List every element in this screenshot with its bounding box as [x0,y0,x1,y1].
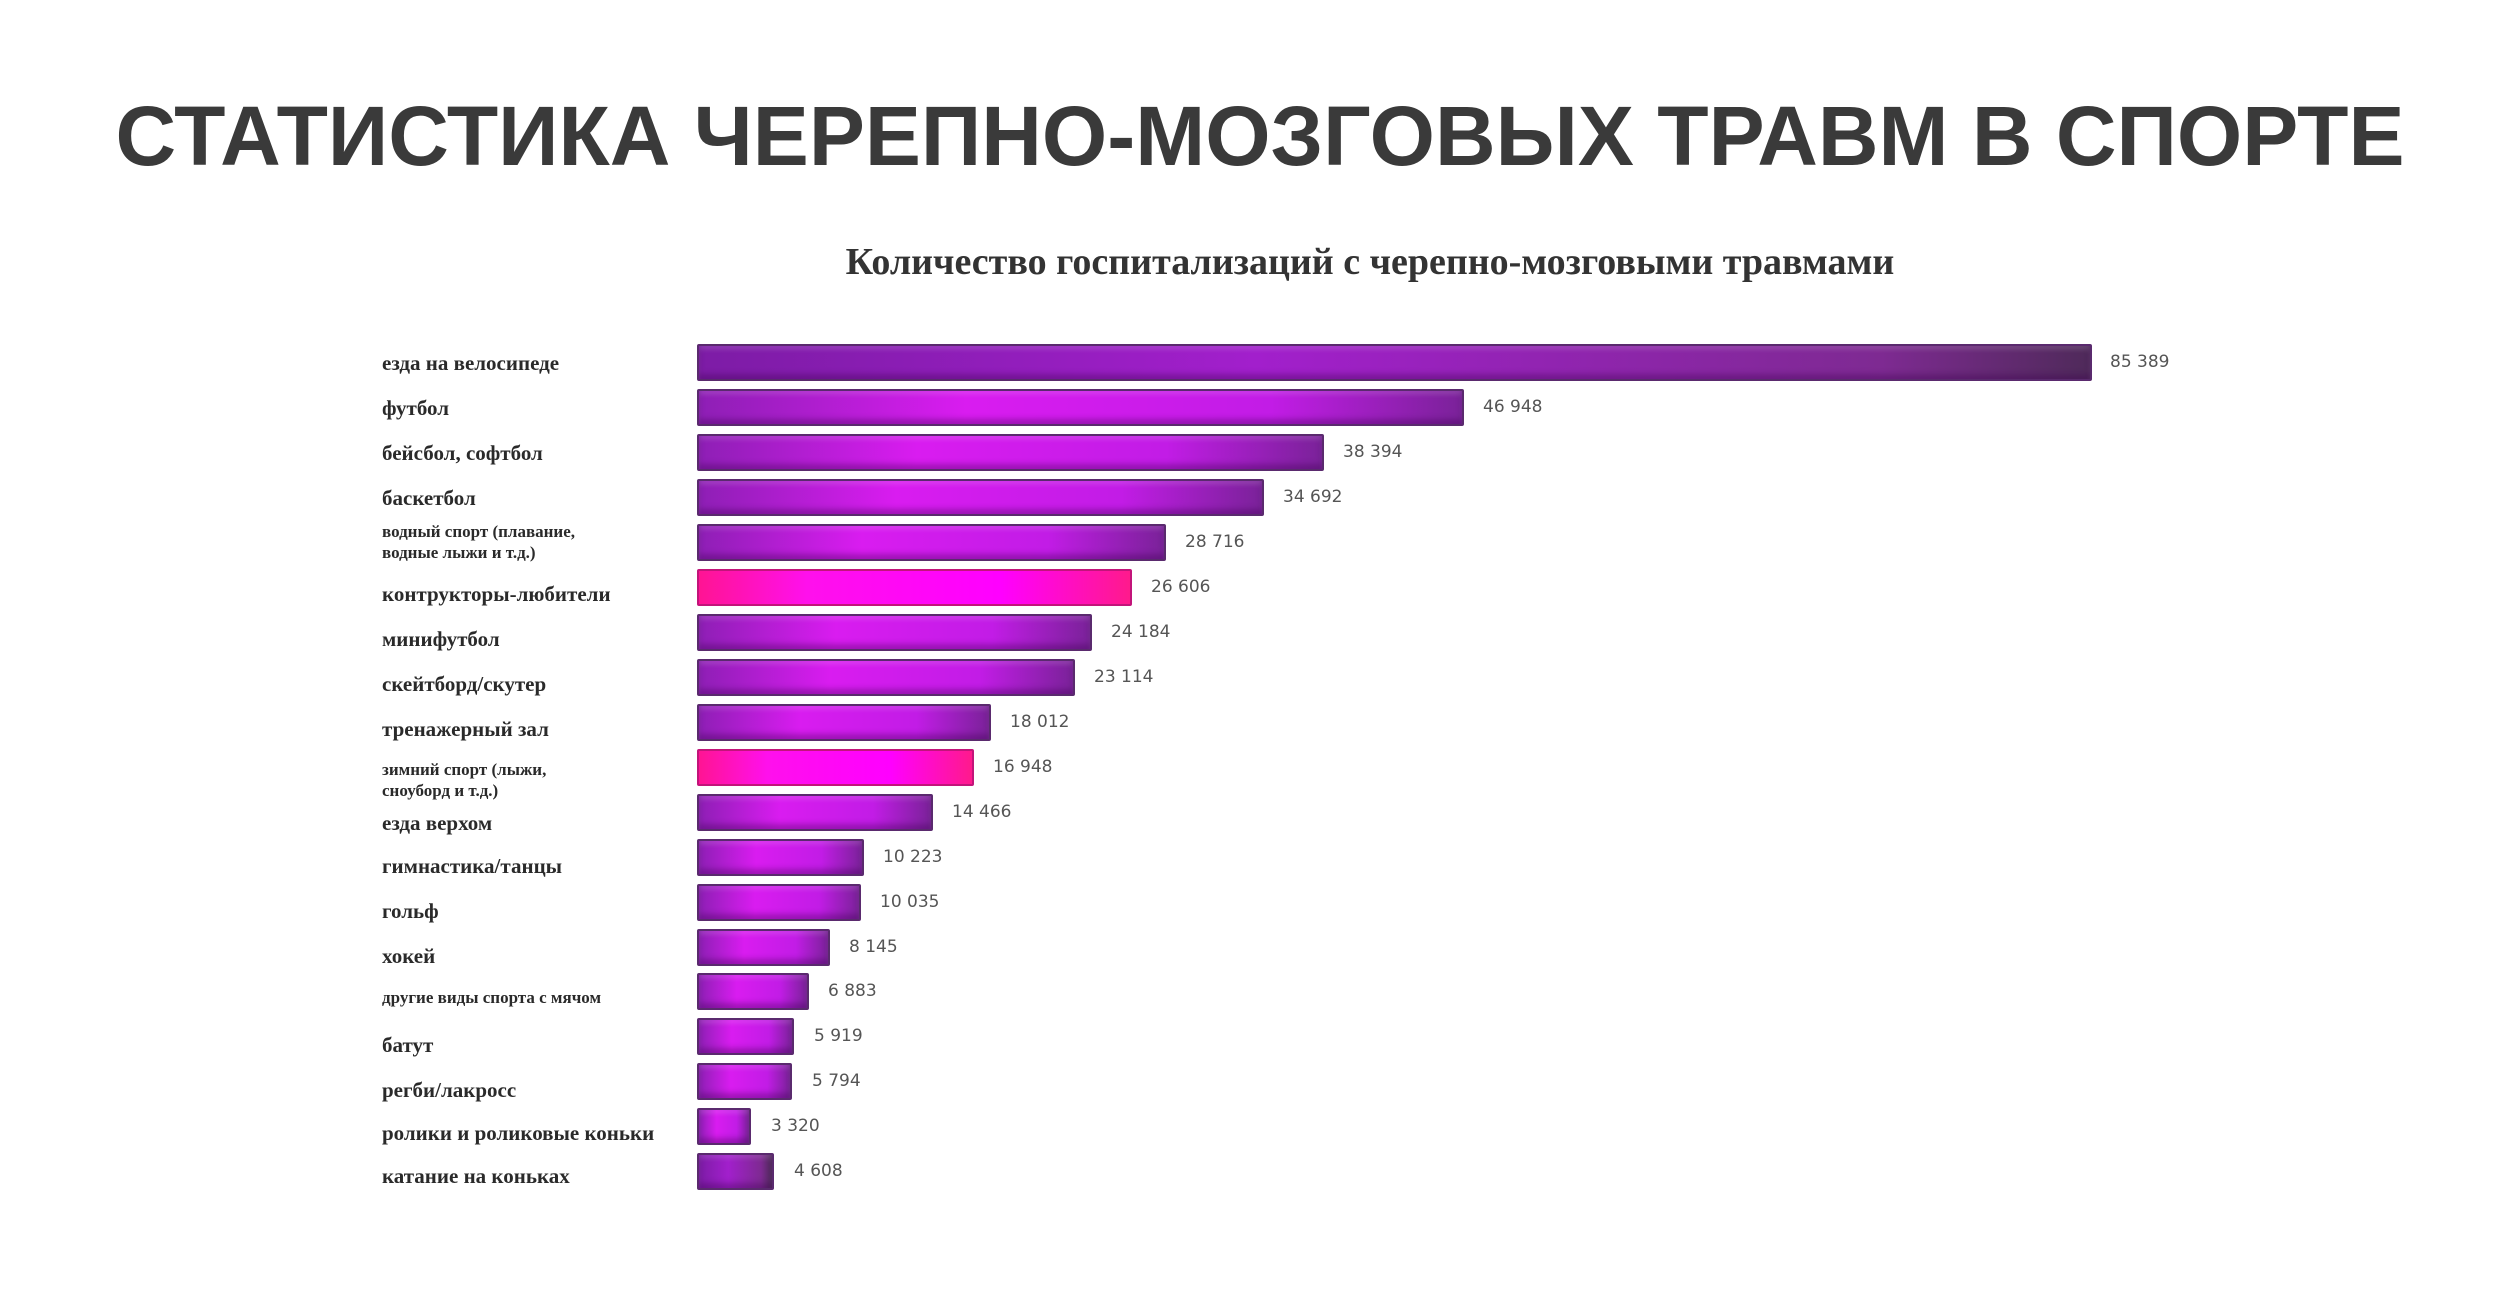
chart-row: тренажерный зал 18 012 [0,704,2520,741]
category-label: хокей [382,944,436,968]
chart-row: контрукторы-любители 26 606 [0,569,2520,606]
value-label: 4 608 [794,1161,843,1181]
bar [697,659,1075,696]
chart-row: водный спорт (плавание, водные лыжи и т.… [0,521,2520,563]
value-label: 46 948 [1483,397,1543,417]
bar-highlighted [697,749,974,786]
category-label: ролики и роликовые коньки [382,1121,655,1145]
value-label: 26 606 [1151,577,1211,597]
chart-row: регби/лакросс 5 794 [0,1063,2520,1102]
chart-row: гольф 10 035 [0,884,2520,923]
bar [697,389,1464,426]
bar [697,614,1092,651]
bar [697,434,1324,471]
category-label-line: водный спорт (плавание, [382,522,576,541]
chart-row: катание на коньках 4 608 [0,1153,2520,1190]
chart-row: ролики и роликовые коньки 3 320 [0,1108,2520,1145]
chart-row: футбол 46 948 [0,389,2520,426]
value-label: 24 184 [1111,622,1171,642]
bar [697,794,933,831]
value-label: 5 794 [812,1071,861,1091]
category-label: баскетбол [382,486,476,510]
page-title: СТАТИСТИКА ЧЕРЕПНО-МОЗГОВЫХ ТРАВМ В СПОР… [115,89,2405,183]
value-label: 23 114 [1094,667,1154,687]
chart-row: баскетбол 34 692 [0,479,2520,516]
value-label: 6 883 [828,981,877,1001]
category-label: другие виды спорта с мячом [382,988,602,1007]
bar-highlighted [697,569,1132,606]
bar [697,479,1264,516]
value-label: 5 919 [814,1026,863,1046]
category-label: езда верхом [382,811,493,835]
category-label: тренажерный зал [382,717,549,741]
chart-row: езда на велосипеде 85 389 [0,344,2520,381]
category-label: футбол [382,396,450,420]
bar [697,1063,792,1100]
bar [697,344,2092,381]
category-label: гольф [382,899,439,923]
category-label: езда на велосипеде [382,351,560,375]
chart-row: минифутбол 24 184 [0,614,2520,651]
chart-row: гимнастика/танцы 10 223 [0,839,2520,878]
value-label: 38 394 [1343,442,1403,462]
chart-row: зимний спорт (лыжи, сноуборд и т.д.) 16 … [0,749,2520,800]
category-label: регби/лакросс [382,1078,517,1102]
category-label: водный спорт (плавание, водные лыжи и т.… [382,521,687,563]
category-label: зимний спорт (лыжи, сноуборд и т.д.) [382,759,687,801]
category-label: контрукторы-любители [382,582,611,606]
category-label-line: водные лыжи и т.д.) [382,543,536,562]
category-label-line: сноуборд и т.д.) [382,781,499,800]
value-label: 10 035 [880,892,940,912]
chart-row: хокей 8 145 [0,929,2520,968]
bar [697,884,861,921]
value-label: 18 012 [1010,712,1070,732]
category-label: бейсбол, софтбол [382,441,543,465]
chart-row: езда верхом 14 466 [0,794,2520,835]
value-label: 16 948 [993,757,1053,777]
bar [697,1153,774,1190]
bar [697,929,830,966]
bar [697,1018,794,1055]
chart-title: Количество госпитализаций с черепно-мозг… [845,241,1895,283]
bar [697,704,991,741]
value-label: 34 692 [1283,487,1343,507]
value-label: 3 320 [771,1116,820,1136]
category-label: скейтборд/скутер [382,672,547,696]
value-label: 28 716 [1185,532,1245,552]
category-label: гимнастика/танцы [382,854,563,878]
value-label: 8 145 [849,937,898,957]
value-label: 14 466 [952,802,1012,822]
chart-row: скейтборд/скутер 23 114 [0,659,2520,696]
category-label-line: зимний спорт (лыжи, [382,760,547,779]
bar [697,973,809,1010]
category-label: катание на коньках [382,1164,570,1188]
value-label: 85 389 [2110,352,2170,372]
value-label: 10 223 [883,847,943,867]
chart-row: батут 5 919 [0,1018,2520,1057]
category-label: минифутбол [382,627,500,651]
bar [697,839,864,876]
bar [697,524,1166,561]
bar [697,1108,751,1145]
chart-row: другие виды спорта с мячом 6 883 [0,973,2520,1010]
chart-row: бейсбол, софтбол 38 394 [0,434,2520,471]
category-label: батут [382,1033,434,1057]
